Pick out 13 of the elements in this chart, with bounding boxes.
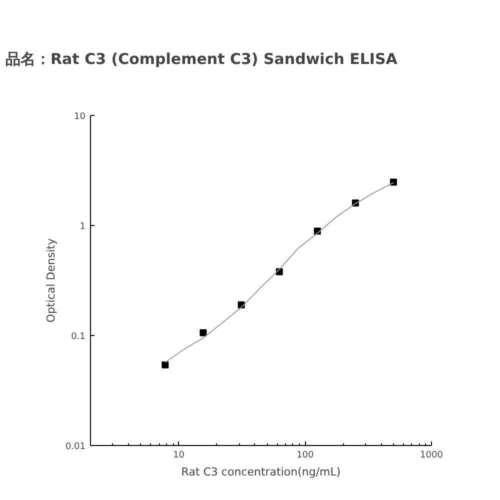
y-tick-label: 10 (74, 112, 86, 122)
y-tick-label: 1 (80, 222, 86, 232)
chart-title: 品名：Rat C3 (Complement C3) Sandwich ELISA (6, 50, 398, 68)
y-tick-label: 0.01 (65, 442, 86, 452)
x-tick-label: 10 (173, 450, 185, 460)
point (200, 329, 207, 336)
x-axis-title: Rat C3 concentration(ng/mL) (181, 466, 341, 478)
point (390, 178, 397, 186)
point (162, 361, 169, 368)
x-tick-label: 100 (296, 450, 314, 460)
x-tick-label: 1000 (420, 450, 444, 460)
y-axis-title: Optical Density (44, 238, 58, 323)
y-tick-label: 0.1 (71, 332, 86, 342)
